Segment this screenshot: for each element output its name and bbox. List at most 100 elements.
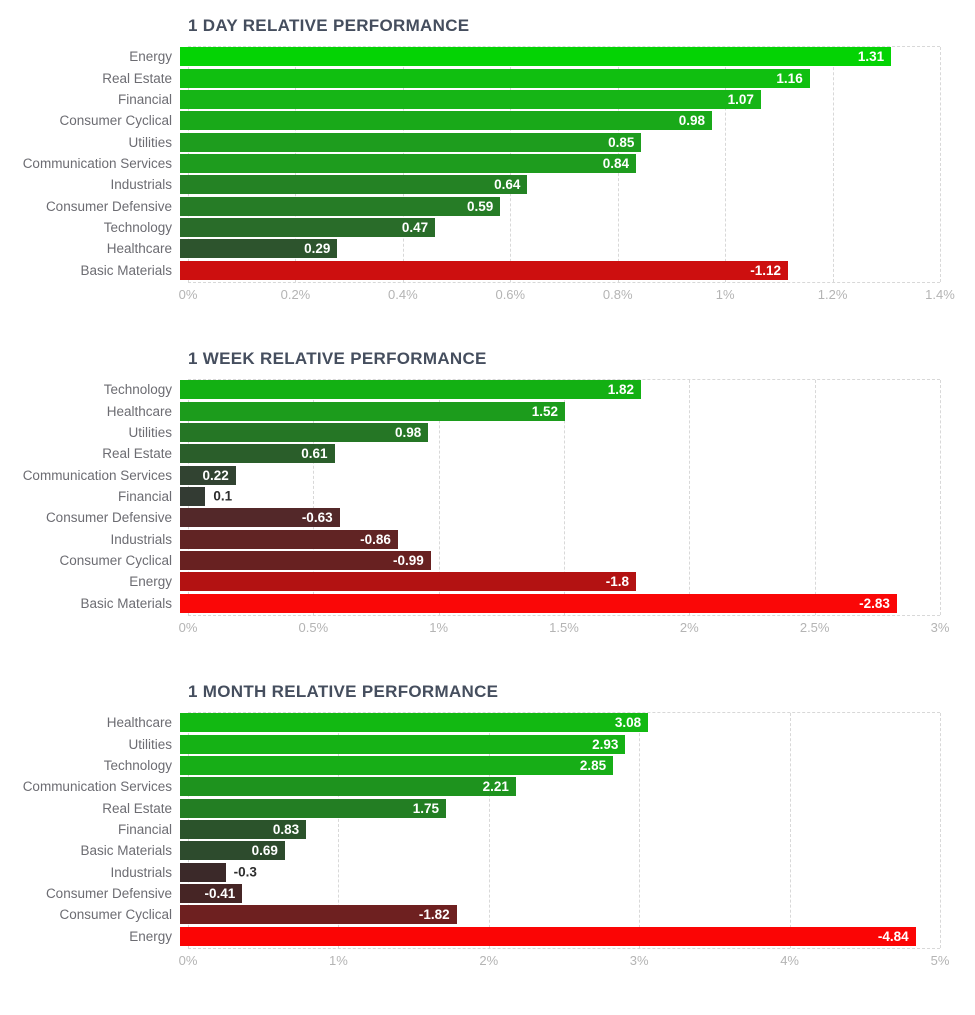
- bar: 0.98: [180, 422, 429, 442]
- value-label: 1.16: [776, 70, 803, 86]
- bar: [180, 862, 226, 882]
- bar: -4.84: [180, 926, 916, 946]
- bar-track: 0.59: [180, 196, 940, 216]
- bar: 1.82: [180, 380, 642, 400]
- bar-row: Industrials 0.64: [0, 175, 940, 195]
- bar: 1.07: [180, 89, 761, 109]
- bar: 2.85: [180, 755, 614, 775]
- gridline: [832, 47, 834, 282]
- category-label: Financial: [117, 91, 172, 107]
- value-label: -2.83: [859, 595, 890, 611]
- axis-tick-label: 1.2%: [817, 287, 848, 302]
- gridline: [789, 713, 791, 948]
- axis-tick-label: 5%: [930, 953, 950, 968]
- bar-track: 3.08: [180, 713, 940, 733]
- x-axis: 0% 1% 2% 3% 4% 5%: [179, 947, 950, 971]
- bar: -1.8: [180, 572, 636, 592]
- bar-track: -0.63: [180, 508, 940, 528]
- category-label: Consumer Defensive: [45, 198, 172, 214]
- value-label: -0.3: [233, 864, 257, 880]
- category-label: Healthcare: [106, 241, 172, 257]
- x-axis: 0% 0.5% 1% 1.5% 2% 2.5% 3%: [179, 614, 950, 638]
- axis-tick-label: 2.5%: [799, 620, 830, 635]
- axis-tick-label: 0%: [178, 287, 198, 302]
- axis-tick-label: 4%: [780, 953, 799, 968]
- value-label: 0.61: [301, 446, 328, 462]
- bar-row: Healthcare 3.08: [0, 713, 940, 733]
- bar: 2.93: [180, 734, 626, 754]
- value-label: 1.82: [607, 382, 635, 398]
- bar-track: 0.64: [180, 175, 940, 195]
- bar-rows: Healthcare 3.08 Utilities 2.93 Technology 2.8…: [0, 712, 940, 947]
- bar-track: 1.31: [180, 47, 940, 67]
- bar-track: -0.41: [180, 884, 940, 904]
- bar-row: Healthcare 1.52: [0, 401, 940, 421]
- category-label: Communication Services: [22, 155, 172, 171]
- axis-tick-label: 1%: [328, 953, 348, 968]
- value-label: 0.29: [304, 241, 331, 257]
- bar: 0.61: [180, 444, 335, 464]
- bar: 0.85: [180, 132, 642, 152]
- category-label: Energy: [129, 928, 172, 944]
- value-label: 3.08: [614, 715, 642, 731]
- category-label: Real Estate: [102, 446, 172, 462]
- bar-track: -0.99: [180, 551, 940, 571]
- bar-row: Real Estate 1.16: [0, 68, 940, 88]
- bar-row: Real Estate 1.75: [0, 798, 940, 818]
- plot-area-1-month: Healthcare 3.08 Utilities 2.93 Technology 2.8…: [0, 712, 975, 971]
- chart-section-1-week: 1 WEEK RELATIVE PERFORMANCE Technology 1.…: [0, 349, 975, 638]
- bar: 0.84: [180, 153, 636, 173]
- gridline: [940, 47, 941, 282]
- bar-row: Utilities 0.98: [0, 422, 940, 442]
- value-label: 0.85: [608, 134, 635, 150]
- gridline: [940, 713, 941, 948]
- plot-area-1-day: Energy 1.31 Real Estate 1.16 Financial 1.07 Co…: [0, 46, 975, 305]
- value-label: 0.64: [494, 177, 521, 193]
- value-label: -0.99: [393, 553, 424, 569]
- bar-track: 1.75: [180, 798, 940, 818]
- bar: -0.86: [180, 529, 398, 549]
- bar: -1.12: [180, 260, 788, 280]
- bar-track: 0.29: [180, 239, 940, 259]
- bar: [180, 486, 206, 506]
- category-label: Utilities: [128, 424, 172, 440]
- axis-tick-label: 1.4%: [925, 287, 955, 302]
- bar-row: Communication Services 2.21: [0, 777, 940, 797]
- bar: 1.31: [180, 47, 892, 67]
- bar-track: 0.98: [180, 111, 940, 131]
- category-label: Real Estate: [102, 800, 172, 816]
- bar-row: Financial 0.83: [0, 819, 940, 839]
- bar-row: Consumer Defensive -0.63: [0, 508, 940, 528]
- bar: 0.64: [180, 175, 528, 195]
- bar-track: 0.85: [180, 132, 940, 152]
- axis-tick-label: 0%: [178, 953, 198, 968]
- gridline: [313, 380, 315, 615]
- gridline: [488, 713, 490, 948]
- bar: 0.22: [180, 465, 236, 485]
- value-label: -0.41: [204, 886, 236, 902]
- category-label: Basic Materials: [80, 595, 172, 611]
- bar-row: Communication Services 0.84: [0, 153, 940, 173]
- plot-area-1-week: Technology 1.82 Healthcare 1.52 Utilities 0.9…: [0, 379, 975, 638]
- value-label: 0.84: [602, 155, 629, 171]
- bar-row: Basic Materials 0.69: [0, 841, 940, 861]
- bar-track: 0.84: [180, 153, 940, 173]
- axis-tick-label: 0.5%: [298, 620, 329, 635]
- bar-track: -1.8: [180, 572, 940, 592]
- value-label: -0.63: [301, 510, 333, 526]
- value-label: -0.86: [360, 531, 391, 547]
- bar: 0.98: [180, 111, 712, 131]
- value-label: 2.21: [482, 779, 509, 795]
- bar-row: Energy -4.84: [0, 926, 940, 946]
- chart-title-1-week: 1 WEEK RELATIVE PERFORMANCE: [188, 349, 487, 368]
- bar-track: 2.93: [180, 734, 940, 754]
- axis-tick-label: 2%: [479, 953, 499, 968]
- gridline: [814, 380, 816, 615]
- bar-track: 0.22: [180, 465, 940, 485]
- bar-row: Technology 0.47: [0, 218, 940, 238]
- category-label: Industrials: [110, 864, 172, 880]
- bar-row: Financial 0.1: [0, 486, 940, 506]
- axis-tick-label: 0.4%: [388, 287, 418, 302]
- category-label: Utilities: [128, 134, 172, 150]
- bar-row: Consumer Cyclical -1.82: [0, 905, 940, 925]
